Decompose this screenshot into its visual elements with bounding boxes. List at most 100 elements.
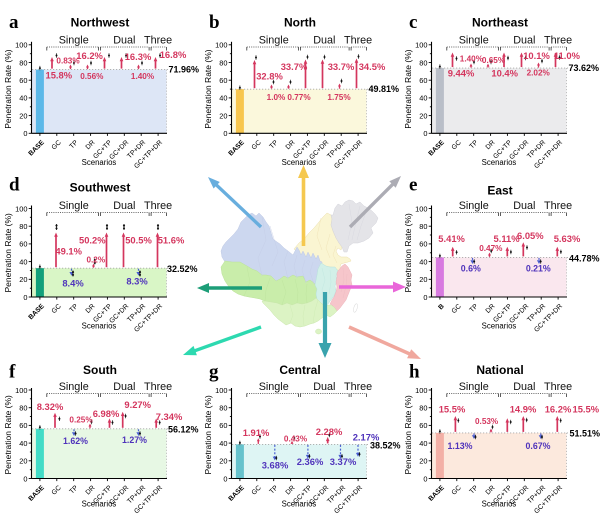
svg-text:7.34%: 7.34% <box>156 411 183 422</box>
svg-text:40: 40 <box>219 94 227 103</box>
svg-text:80: 80 <box>219 58 227 67</box>
svg-text:Three: Three <box>344 35 372 47</box>
svg-text:Single: Single <box>459 381 489 393</box>
svg-text:a: a <box>9 12 19 33</box>
svg-text:20: 20 <box>419 457 427 466</box>
svg-text:1.75%: 1.75% <box>327 93 351 102</box>
svg-text:100: 100 <box>15 386 27 395</box>
svg-text:51.51%: 51.51% <box>570 428 600 438</box>
svg-text:0: 0 <box>423 293 427 302</box>
svg-text:6.98%: 6.98% <box>93 408 120 419</box>
svg-text:0: 0 <box>223 129 227 138</box>
svg-text:20: 20 <box>419 111 427 120</box>
svg-text:Dual: Dual <box>113 381 135 393</box>
svg-text:Three: Three <box>144 35 172 47</box>
svg-text:0.53%: 0.53% <box>475 417 499 426</box>
svg-text:80: 80 <box>19 222 27 231</box>
svg-text:80: 80 <box>19 58 27 67</box>
svg-text:b: b <box>209 12 220 33</box>
svg-text:Penetration Rate (%): Penetration Rate (%) <box>3 213 13 293</box>
svg-text:10.4%: 10.4% <box>491 68 518 79</box>
svg-text:3.68%: 3.68% <box>262 460 289 471</box>
svg-text:Scenarios: Scenarios <box>482 500 517 509</box>
svg-text:Southwest: Southwest <box>70 181 131 195</box>
svg-text:South: South <box>83 363 117 377</box>
svg-text:33.7%: 33.7% <box>281 61 308 72</box>
svg-text:Central: Central <box>279 363 320 377</box>
svg-text:49.81%: 49.81% <box>369 84 400 94</box>
svg-text:20: 20 <box>19 111 27 120</box>
svg-text:Penetration Rate (%): Penetration Rate (%) <box>403 49 413 129</box>
svg-text:Northeast: Northeast <box>472 16 528 30</box>
svg-text:5.63%: 5.63% <box>554 233 581 244</box>
svg-text:15.5%: 15.5% <box>439 404 466 415</box>
svg-text:Scenarios: Scenarios <box>82 158 117 167</box>
svg-text:0.56%: 0.56% <box>80 72 104 81</box>
svg-text:Three: Three <box>144 200 172 212</box>
svg-text:60: 60 <box>419 240 427 249</box>
svg-text:60: 60 <box>19 76 27 85</box>
svg-text:Single: Single <box>259 35 289 47</box>
svg-text:e: e <box>409 175 417 196</box>
svg-text:Dual: Dual <box>313 381 335 393</box>
svg-text:20: 20 <box>219 111 227 120</box>
svg-text:Single: Single <box>59 200 89 212</box>
svg-text:16.2%: 16.2% <box>545 404 572 415</box>
svg-text:60: 60 <box>419 421 427 430</box>
svg-text:Dual: Dual <box>513 35 535 47</box>
svg-text:40: 40 <box>19 94 27 103</box>
svg-text:Scenarios: Scenarios <box>282 158 317 167</box>
svg-text:20: 20 <box>219 457 227 466</box>
svg-text:Scenarios: Scenarios <box>82 500 117 509</box>
svg-text:6.05%: 6.05% <box>517 230 544 241</box>
svg-text:Dual: Dual <box>513 200 535 212</box>
svg-text:0: 0 <box>423 474 427 483</box>
svg-text:11.0%: 11.0% <box>554 50 581 61</box>
svg-text:9.27%: 9.27% <box>124 399 151 410</box>
svg-text:2.02%: 2.02% <box>527 69 551 78</box>
svg-text:Penetration Rate (%): Penetration Rate (%) <box>403 213 413 293</box>
svg-text:2.28%: 2.28% <box>316 426 343 437</box>
svg-text:0.43%: 0.43% <box>284 435 308 444</box>
svg-text:Single: Single <box>459 35 489 47</box>
svg-text:Single: Single <box>59 381 89 393</box>
svg-text:40: 40 <box>419 257 427 266</box>
svg-text:20: 20 <box>19 275 27 284</box>
svg-text:f: f <box>9 362 16 383</box>
svg-text:20: 20 <box>419 275 427 284</box>
svg-text:16.2%: 16.2% <box>76 50 103 61</box>
svg-text:14.9%: 14.9% <box>510 404 537 415</box>
svg-text:Three: Three <box>144 381 172 393</box>
svg-text:0.77%: 0.77% <box>287 93 311 102</box>
svg-text:Dual: Dual <box>113 35 135 47</box>
svg-text:Three: Three <box>544 200 572 212</box>
svg-text:0: 0 <box>423 129 427 138</box>
svg-text:8.3%: 8.3% <box>126 276 148 287</box>
svg-text:49.1%: 49.1% <box>55 245 82 256</box>
svg-text:40: 40 <box>419 439 427 448</box>
svg-text:Dual: Dual <box>513 381 535 393</box>
svg-text:15.8%: 15.8% <box>46 70 73 81</box>
svg-text:51.6%: 51.6% <box>158 235 185 246</box>
svg-text:8.4%: 8.4% <box>62 278 84 289</box>
svg-text:g: g <box>209 362 219 383</box>
svg-text:0.67%: 0.67% <box>526 441 551 451</box>
svg-text:Single: Single <box>459 200 489 212</box>
svg-text:Penetration Rate (%): Penetration Rate (%) <box>203 49 213 129</box>
svg-text:40: 40 <box>419 94 427 103</box>
svg-text:20: 20 <box>19 457 27 466</box>
svg-text:5.41%: 5.41% <box>438 233 465 244</box>
svg-text:c: c <box>409 12 417 33</box>
svg-text:Scenarios: Scenarios <box>282 500 317 509</box>
svg-text:0.47%: 0.47% <box>479 244 503 253</box>
svg-text:80: 80 <box>419 222 427 231</box>
svg-text:80: 80 <box>419 404 427 413</box>
svg-text:100: 100 <box>415 204 427 213</box>
svg-text:0: 0 <box>23 474 27 483</box>
svg-text:80: 80 <box>19 404 27 413</box>
svg-text:10.1%: 10.1% <box>523 50 550 61</box>
svg-text:1.0%: 1.0% <box>267 93 286 102</box>
svg-text:44.78%: 44.78% <box>569 254 600 264</box>
svg-text:1.27%: 1.27% <box>122 435 147 445</box>
svg-text:2.36%: 2.36% <box>297 456 324 467</box>
